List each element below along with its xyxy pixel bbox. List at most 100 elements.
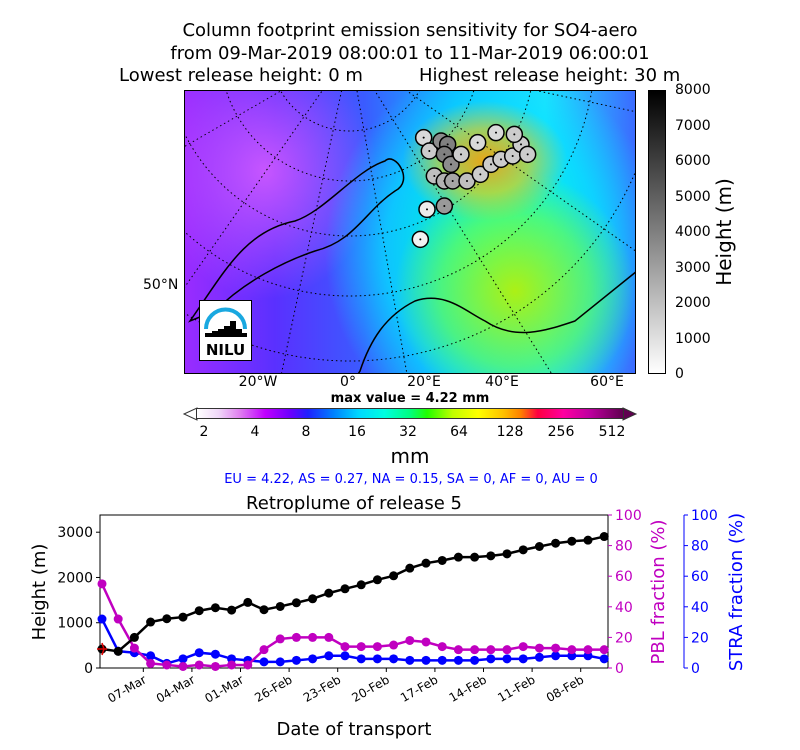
map-overlay (185, 91, 635, 373)
data-point (421, 655, 431, 665)
height-tick-label: 5000 (675, 188, 711, 205)
trajectory-marker-dot (450, 163, 452, 166)
data-point (583, 645, 593, 655)
trajectory-marker-dot (476, 141, 479, 144)
data-point (518, 642, 528, 652)
x-tick-label: 20-Feb (349, 672, 391, 705)
x-tick-label: 07-Mar (105, 672, 149, 705)
data-point (551, 651, 561, 661)
x-tick-label: 14-Feb (447, 672, 489, 705)
data-point (502, 549, 512, 559)
data-point (243, 597, 253, 607)
data-point (275, 634, 285, 644)
data-point (162, 660, 172, 670)
data-point (340, 642, 350, 652)
data-point (502, 645, 512, 655)
y3-tick-label: 100 (691, 508, 718, 524)
data-point (356, 580, 366, 590)
y3-axis-label: STRA fraction (%) (726, 513, 747, 671)
data-point (551, 538, 561, 548)
data-point (146, 651, 156, 661)
y-axis-label: Height (m) (29, 544, 50, 641)
data-point (599, 654, 609, 664)
colorbar-tick-label: 2 (199, 424, 209, 440)
x-axis-label: Date of transport (277, 719, 432, 740)
data-point (372, 642, 382, 652)
trajectory-marker-dot (495, 131, 497, 134)
data-point (372, 654, 382, 664)
data-point (162, 614, 172, 624)
title-line-2: from 09-Mar-2019 08:00:01 to 11-Mar-2019… (170, 43, 650, 64)
data-point (599, 532, 609, 542)
data-point (405, 635, 415, 645)
europe-coastline (357, 271, 635, 373)
x-tick-label: 04-Mar (154, 672, 198, 705)
y3-tick-label: 80 (691, 539, 709, 555)
nilu-logo: NILU (199, 300, 252, 361)
trajectory-marker-dot (490, 163, 492, 166)
data-point (372, 575, 382, 585)
data-point (486, 551, 496, 561)
height-tick-label: 0 (675, 366, 684, 382)
data-point (275, 601, 285, 611)
height-tick-label: 7000 (675, 117, 711, 134)
highest-release-height: Highest release height: 30 m (419, 65, 681, 86)
data-point (210, 603, 220, 613)
y3-tick-label: 0 (691, 661, 700, 677)
colorbar-tick-label: 16 (348, 424, 366, 440)
data-point (227, 605, 237, 615)
colorbar-tick-label: 64 (450, 424, 468, 440)
data-point (308, 654, 318, 664)
data-point (437, 642, 447, 652)
trajectory-marker-dot (520, 143, 522, 146)
data-point (453, 655, 463, 665)
data-point (421, 637, 431, 647)
x-tick-label: 17-Feb (398, 672, 440, 705)
data-point (243, 660, 253, 670)
footprint-map (184, 90, 636, 374)
lon-label: 0° (340, 374, 356, 390)
data-point (291, 598, 301, 608)
colorbar-unit: mm (390, 444, 430, 468)
data-point (210, 661, 220, 671)
trajectory-marker-dot (428, 150, 431, 152)
data-point (227, 660, 237, 670)
data-point (453, 645, 463, 655)
lon-label: 40°E (485, 374, 519, 390)
data-point (389, 640, 399, 650)
trajectory-marker-dot (446, 143, 449, 146)
data-point (194, 606, 204, 616)
data-point (113, 646, 123, 656)
trajectory-marker-dot (511, 155, 514, 157)
y3-tick-label: 40 (691, 600, 709, 616)
data-point (453, 552, 463, 562)
data-point (129, 643, 139, 653)
data-point (567, 536, 577, 546)
data-point (194, 648, 204, 658)
trajectory-marker-dot (526, 153, 529, 156)
trajectory-marker-dot (443, 153, 446, 156)
data-point (97, 579, 107, 589)
data-point (567, 645, 577, 655)
x-tick-label: 11-Feb (495, 672, 537, 705)
data-point (534, 643, 544, 653)
release-star-marker (97, 642, 107, 656)
data-point (437, 555, 447, 565)
y-tick-label: 1000 (57, 616, 93, 632)
data-point (324, 651, 334, 661)
data-point (534, 652, 544, 662)
data-point (389, 571, 399, 581)
data-point (259, 657, 269, 667)
data-point (405, 655, 415, 665)
trajectory-marker-dot (466, 180, 468, 182)
y2-tick-label: 0 (615, 661, 624, 677)
title-line-1: Column footprint emission sensitivity fo… (182, 20, 638, 41)
data-point (356, 654, 366, 664)
data-point (259, 605, 269, 615)
data-point (340, 584, 350, 594)
data-point (324, 588, 334, 598)
lon-label: 20°E (407, 374, 441, 390)
data-point (534, 542, 544, 552)
